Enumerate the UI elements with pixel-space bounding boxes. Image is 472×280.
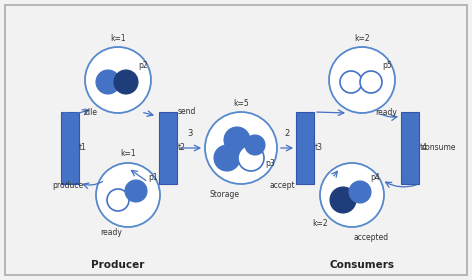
Text: 2: 2 — [284, 129, 290, 138]
Circle shape — [360, 71, 382, 93]
Text: k=1: k=1 — [110, 34, 126, 43]
Text: p4: p4 — [370, 174, 380, 183]
Text: accept: accept — [270, 181, 295, 190]
Text: p2: p2 — [138, 60, 148, 69]
FancyBboxPatch shape — [401, 112, 419, 184]
Text: consume: consume — [422, 143, 456, 153]
Text: t4: t4 — [420, 143, 428, 153]
Ellipse shape — [96, 163, 160, 227]
Text: p3: p3 — [265, 158, 275, 167]
Text: ready: ready — [100, 228, 122, 237]
Text: k=2: k=2 — [354, 34, 370, 43]
Text: Storage: Storage — [210, 190, 240, 199]
Text: t1: t1 — [79, 143, 87, 153]
Ellipse shape — [329, 47, 395, 113]
Ellipse shape — [205, 112, 277, 184]
Text: k=2: k=2 — [312, 219, 328, 228]
Text: produce: produce — [52, 181, 83, 190]
Text: t2: t2 — [178, 143, 186, 153]
Circle shape — [214, 145, 240, 171]
Circle shape — [224, 127, 250, 153]
Ellipse shape — [85, 47, 151, 113]
Circle shape — [349, 181, 371, 203]
FancyBboxPatch shape — [159, 112, 177, 184]
Circle shape — [125, 180, 147, 202]
Text: accepted: accepted — [354, 233, 389, 242]
Text: Consumers: Consumers — [329, 260, 395, 270]
Circle shape — [330, 187, 356, 213]
Text: 3: 3 — [187, 129, 193, 138]
Circle shape — [107, 189, 129, 211]
Circle shape — [114, 70, 138, 94]
Circle shape — [238, 145, 264, 171]
Ellipse shape — [320, 163, 384, 227]
Text: Producer: Producer — [91, 260, 145, 270]
Circle shape — [245, 135, 265, 155]
FancyBboxPatch shape — [61, 112, 79, 184]
Text: ready: ready — [375, 108, 397, 117]
Text: p1: p1 — [148, 174, 158, 183]
Text: k=1: k=1 — [120, 149, 136, 158]
Circle shape — [96, 70, 120, 94]
FancyBboxPatch shape — [296, 112, 314, 184]
Text: k=5: k=5 — [233, 99, 249, 108]
Text: idle: idle — [83, 108, 97, 117]
Circle shape — [340, 71, 362, 93]
Text: t3: t3 — [315, 143, 323, 153]
Text: p5: p5 — [382, 60, 392, 69]
Text: send: send — [178, 108, 196, 116]
